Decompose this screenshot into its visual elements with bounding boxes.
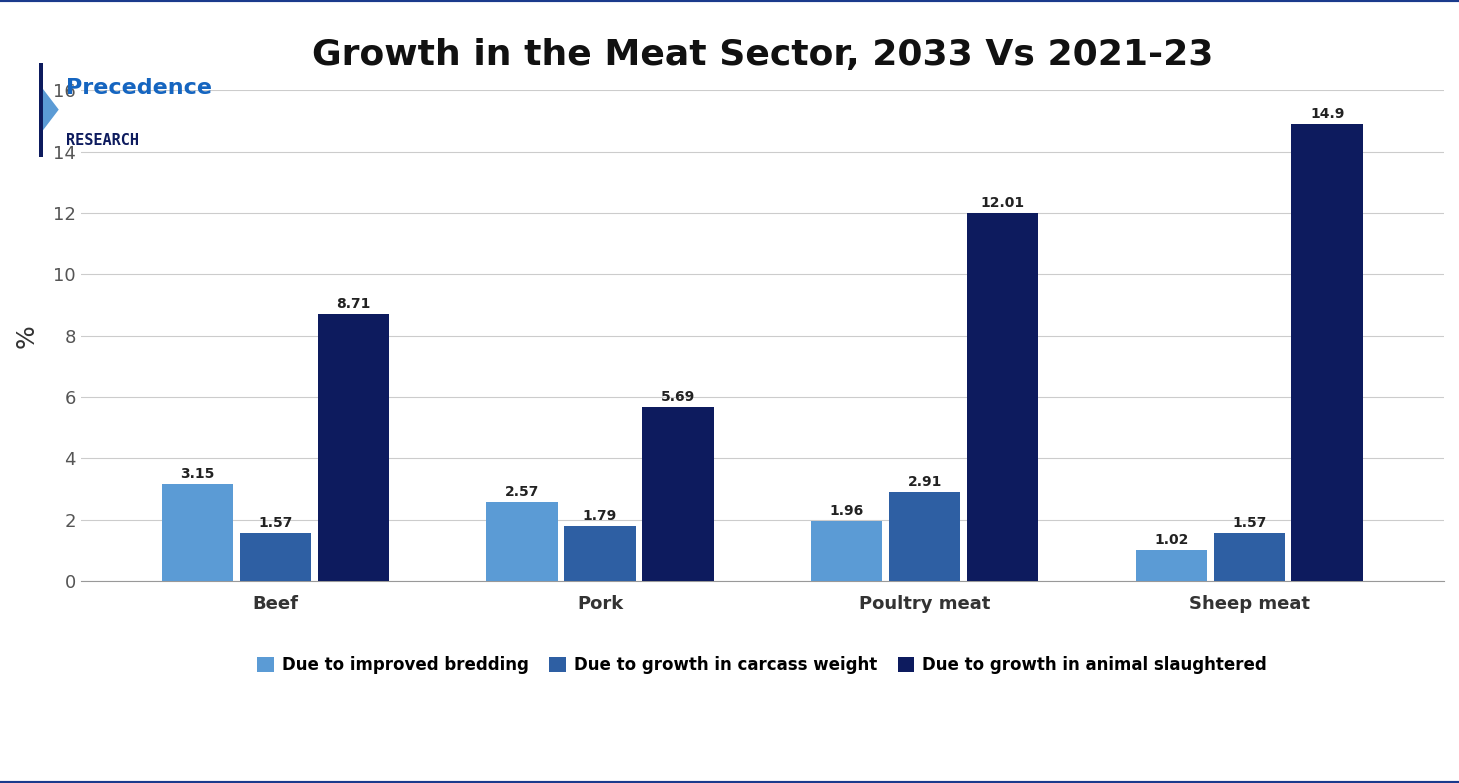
- Bar: [967, 213, 1039, 581]
- Bar: [642, 406, 713, 581]
- FancyBboxPatch shape: [39, 63, 42, 157]
- Text: 1.79: 1.79: [584, 509, 617, 523]
- Bar: [239, 533, 311, 581]
- Y-axis label: %: %: [15, 324, 39, 348]
- Bar: [162, 485, 233, 581]
- Bar: [1214, 533, 1285, 581]
- Text: 5.69: 5.69: [661, 389, 694, 403]
- Text: 2.91: 2.91: [907, 474, 943, 489]
- Bar: [318, 314, 390, 581]
- Polygon shape: [42, 89, 58, 130]
- Text: 1.96: 1.96: [830, 504, 864, 518]
- Legend: Due to improved bredding, Due to growth in carcass weight, Due to growth in anim: Due to improved bredding, Due to growth …: [251, 649, 1274, 680]
- Text: Precedence: Precedence: [66, 78, 212, 99]
- Bar: [1135, 550, 1207, 581]
- Text: 14.9: 14.9: [1310, 107, 1344, 121]
- Text: RESEARCH: RESEARCH: [66, 133, 139, 148]
- Bar: [1291, 124, 1363, 581]
- Text: 8.71: 8.71: [336, 297, 371, 311]
- Text: 3.15: 3.15: [181, 467, 214, 482]
- Title: Growth in the Meat Sector, 2033 Vs 2021-23: Growth in the Meat Sector, 2033 Vs 2021-…: [312, 38, 1212, 73]
- Bar: [565, 526, 636, 581]
- Text: 2.57: 2.57: [505, 485, 540, 500]
- Text: 1.57: 1.57: [258, 516, 293, 530]
- Text: 12.01: 12.01: [980, 196, 1024, 210]
- Text: 1.57: 1.57: [1231, 516, 1266, 530]
- Bar: [486, 502, 557, 581]
- Bar: [889, 492, 960, 581]
- Bar: [811, 521, 883, 581]
- Text: 1.02: 1.02: [1154, 532, 1189, 547]
